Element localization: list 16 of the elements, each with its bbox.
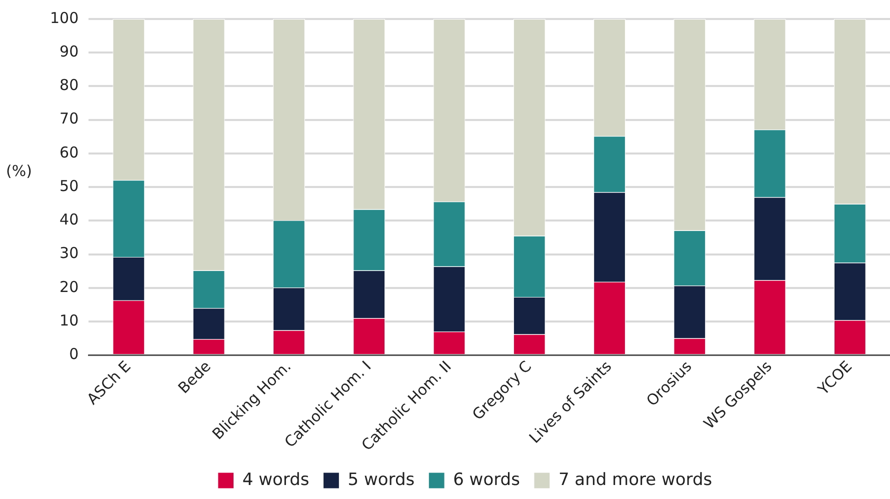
y-tick-label: 40 <box>60 210 79 229</box>
y-axis-title: (%) <box>6 162 32 180</box>
y-tick-label: 60 <box>60 143 79 162</box>
y-tick-label: 90 <box>60 42 79 60</box>
y-tick-label: 50 <box>60 176 79 195</box>
y-tick-label: 10 <box>60 311 79 330</box>
legend-label: 6 words <box>453 470 520 490</box>
y-tick-label: 100 <box>50 8 79 27</box>
legend-label: 4 words <box>242 470 310 490</box>
legend-label: 5 words <box>348 470 415 490</box>
y-tick-label: 80 <box>60 76 79 94</box>
y-tick-label: 20 <box>60 278 79 296</box>
y-tick-label: 0 <box>69 344 79 363</box>
y-tick-label: 30 <box>60 244 79 262</box>
legend-label: 7 and more words <box>558 470 712 490</box>
y-tick-label: 70 <box>60 110 79 128</box>
